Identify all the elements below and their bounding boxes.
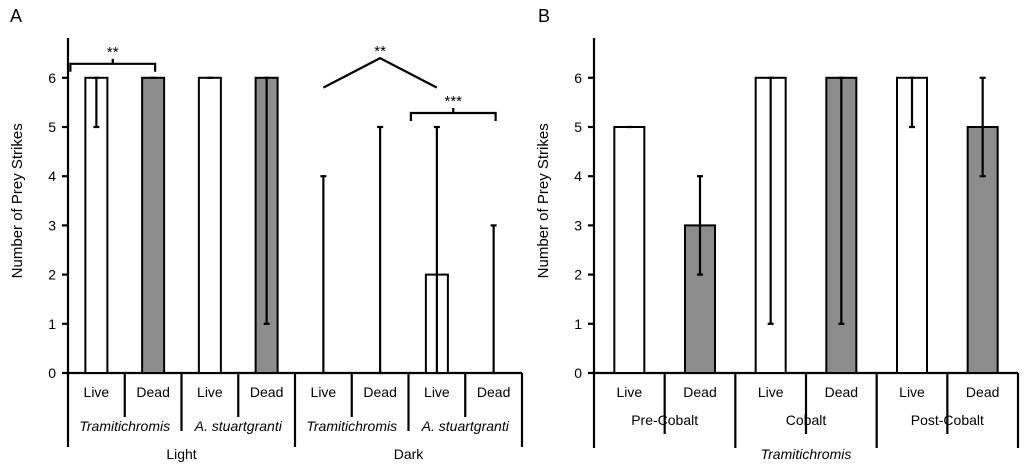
x-category-label: Dead bbox=[136, 384, 169, 400]
significance-bracket bbox=[409, 111, 497, 121]
x-category-label: Dead bbox=[966, 384, 999, 400]
panel-b: B Number of Prey Strikes 0 1 2 3 4 5 6 Live Dead Li… bbox=[535, 6, 1020, 462]
x-group-label: Tramitichromis bbox=[306, 418, 397, 434]
x-group-label: Pre-Cobalt bbox=[631, 412, 698, 428]
x-group-label: Tramitichromis bbox=[79, 418, 170, 434]
x-category-label: Dead bbox=[250, 384, 283, 400]
panel-a: A Number of Prey Strikes 0 1 2 3 4 5 6 Live Dead Li… bbox=[9, 6, 524, 462]
x-category-label: Dead bbox=[825, 384, 858, 400]
x-category-label: Live bbox=[616, 384, 642, 400]
y-axis-label: Number of Prey Strikes bbox=[9, 123, 26, 278]
x-group-label: Post-Cobalt bbox=[911, 412, 984, 428]
x-supergroup-label: Light bbox=[166, 446, 196, 462]
significance-marker: ** bbox=[107, 44, 119, 61]
x-category-label: Dead bbox=[363, 384, 396, 400]
y-tick-label: 6 bbox=[48, 70, 56, 86]
y-tick-label: 4 bbox=[574, 168, 582, 184]
x-group-label: A. stuartgranti bbox=[194, 418, 283, 434]
y-tick-label: 0 bbox=[48, 365, 56, 381]
y-tick-label: 6 bbox=[574, 70, 582, 86]
x-category-label: Live bbox=[311, 384, 337, 400]
significance-marker: ** bbox=[374, 43, 386, 60]
x-group-label: A. stuartgranti bbox=[421, 418, 510, 434]
bar bbox=[197, 76, 222, 375]
panel-letter: A bbox=[10, 6, 22, 26]
x-category-label: Live bbox=[84, 384, 110, 400]
y-tick-label: 3 bbox=[48, 217, 56, 233]
x-category-label: Live bbox=[899, 384, 925, 400]
y-tick-label: 1 bbox=[48, 316, 56, 332]
y-tick-label: 5 bbox=[574, 119, 582, 135]
y-tick-label: 5 bbox=[48, 119, 56, 135]
x-category-label: Dead bbox=[477, 384, 510, 400]
significance-bracket bbox=[69, 62, 157, 72]
x-group-label: Cobalt bbox=[786, 412, 827, 428]
y-tick-label: 0 bbox=[574, 365, 582, 381]
x-supergroup-label: Dark bbox=[394, 446, 425, 462]
y-tick-label: 2 bbox=[48, 267, 56, 283]
x-category-label: Live bbox=[758, 384, 784, 400]
bar bbox=[141, 76, 166, 375]
x-category-label: Dead bbox=[683, 384, 716, 400]
bar bbox=[613, 126, 646, 374]
x-supergroup-label: Tramitichromis bbox=[761, 446, 852, 462]
y-tick-label: 4 bbox=[48, 168, 56, 184]
y-tick-label: 1 bbox=[574, 316, 582, 332]
y-tick-label: 3 bbox=[574, 217, 582, 233]
significance-marker: *** bbox=[444, 93, 462, 110]
x-category-label: Live bbox=[424, 384, 450, 400]
y-tick-label: 2 bbox=[574, 267, 582, 283]
x-category-label: Live bbox=[197, 384, 223, 400]
significance-angle bbox=[322, 56, 438, 89]
panel-letter: B bbox=[538, 6, 550, 26]
y-axis-label: Number of Prey Strikes bbox=[535, 123, 552, 278]
